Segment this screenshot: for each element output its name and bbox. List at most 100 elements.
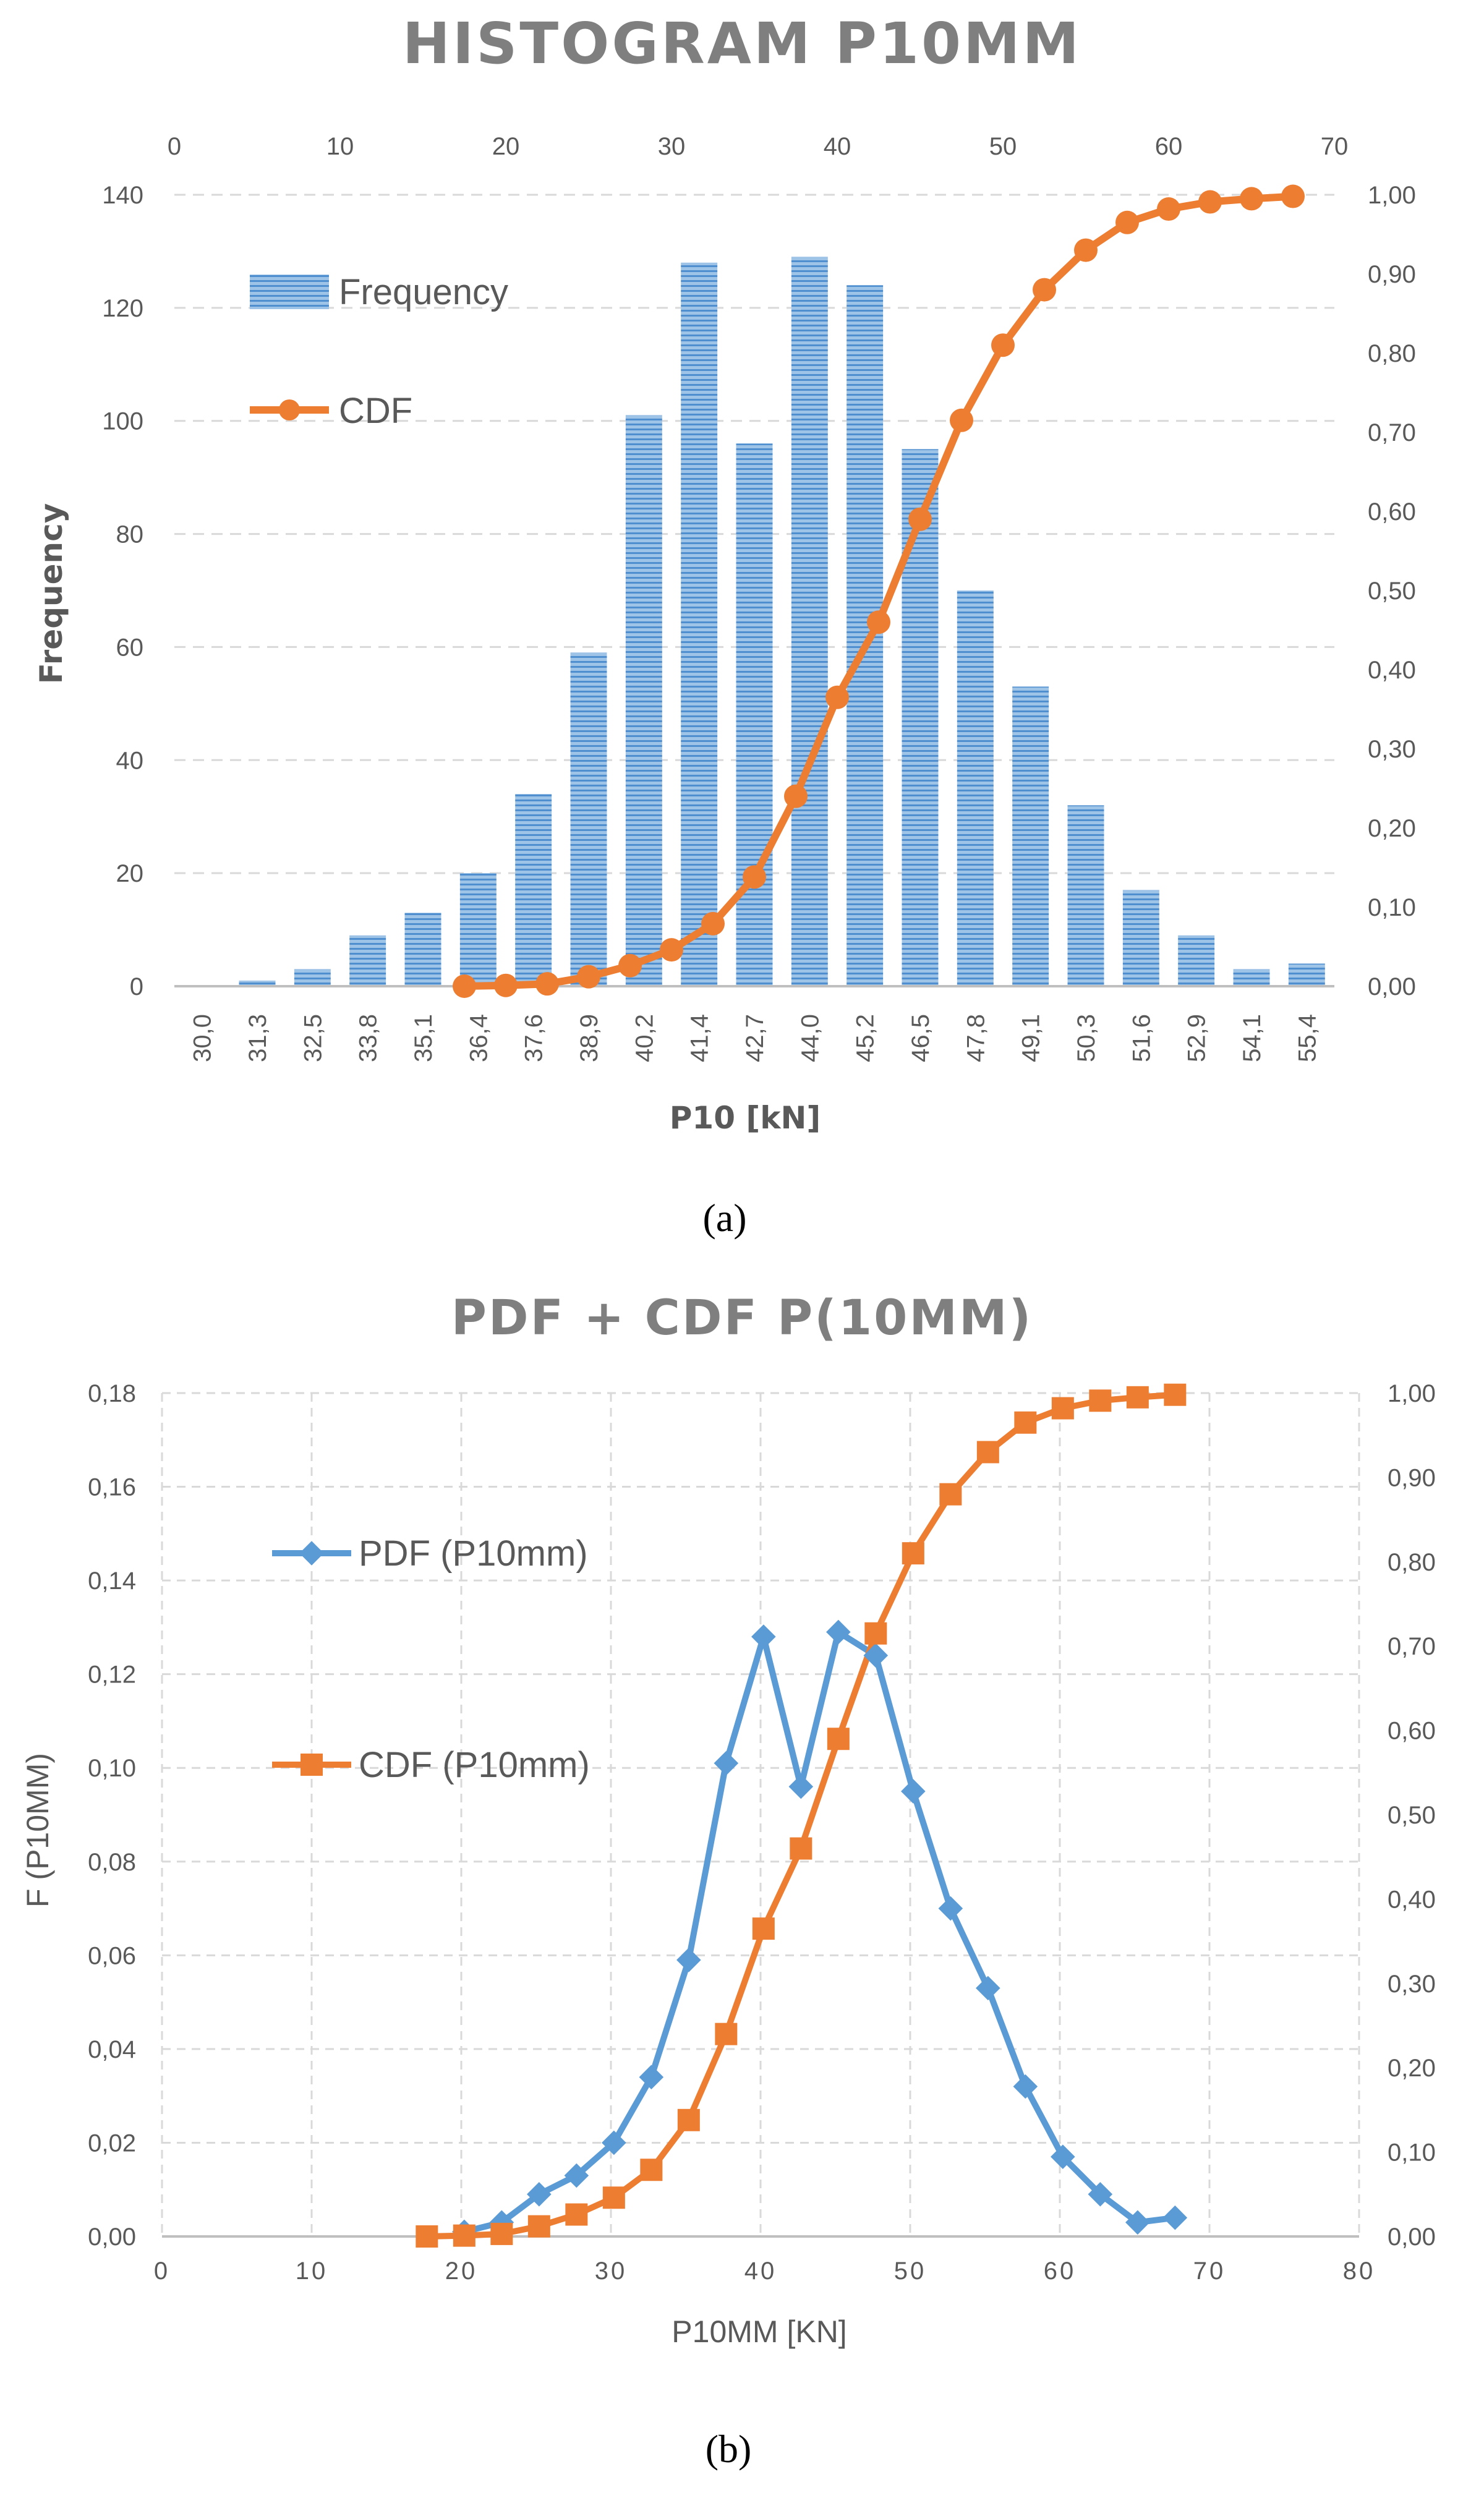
chart-b-title: PDF + CDF P(10MM) [451,1290,1033,1346]
cdf-point [1074,238,1098,262]
cdf-point [701,911,725,936]
cdf-b-point [677,2108,700,2131]
chart-a-category-tick-label: 50,3 [1073,1014,1100,1062]
chart-a-caption: (a) [702,1196,746,1240]
chart-a-y-tick-label: 80 [116,521,144,548]
cdf-point [618,953,642,978]
chart-a-top-x-tick-label: 0 [168,133,181,160]
cdf-b-point [1126,1386,1149,1409]
chart-a-x-axis-label: P10 [kN] [670,1100,821,1136]
pdf-point [788,1774,814,1799]
chart-a-top-x-ticks: 0 10 20 30 40 50 60 70 [168,133,1348,160]
pdf-point [1088,2182,1113,2207]
chart-b-y2-tick-label: 0,00 [1388,2223,1436,2251]
chart-b-x-tick-label: 0 [154,2257,170,2285]
chart-a-category-ticks: 30,0 31,3 32,5 33,8 35,1 36,4 37,6 38,9 40,2 41,4… [189,1014,1321,1062]
chart-a-category-tick-label: 38,9 [576,1014,603,1062]
chart-a-category-tick-label: 44,0 [796,1014,824,1062]
chart-b-y-axis-label: F (P10MM) [20,1753,55,1908]
chart-a-category-tick-label: 46,5 [907,1014,934,1062]
cdf-b-point [527,2215,550,2238]
cdf-point [577,965,600,989]
chart-b-x-tick-label: 20 [445,2257,478,2285]
cdf-b-point [790,1837,812,1860]
chart-b-legend: PDF (P10mm) CDF (P10mm) [272,1533,590,1785]
chart-a-y2-tick-label: 0,90 [1368,261,1416,288]
legend-cdf-label: CDF [339,391,412,431]
chart-b-y-ticks: 0,00 0,02 0,04 0,06 0,08 0,10 0,12 0,14 0,16 0,18 [88,1380,136,2251]
cdf-point [1240,187,1263,211]
chart-a-category-tick-label: 41,4 [686,1014,714,1062]
chart-b-y2-tick-label: 0,70 [1388,1633,1436,1660]
legend-frequency-swatch [250,275,329,309]
legend-pdf-marker [299,1541,324,1566]
chart-a-y-ticks: 0 20 40 60 80 100 120 140 [102,182,143,1000]
cdf-point [535,972,559,996]
chart-b-x-axis-label: P10MM [KN] [672,2314,846,2349]
legend-cdf-b-marker [301,1754,323,1776]
histogram-bar [294,969,331,986]
histogram-bar [902,449,939,986]
chart-a-title: HISTOGRAM P10MM [403,11,1081,77]
pdf-point [901,1779,926,1804]
cdf-point [494,973,518,997]
chart-a-y2-tick-label: 0,00 [1368,973,1416,1000]
chart-a-y2-tick-label: 0,30 [1368,736,1416,763]
chart-a-y2-tick-label: 0,80 [1368,340,1416,367]
chart-a-y2-tick-label: 0,50 [1368,578,1416,605]
chart-a-category-tick-label: 31,3 [244,1014,271,1062]
pdf-point [863,1643,889,1668]
histogram-bar [570,652,607,986]
histogram-bar [791,257,828,987]
cdf-point [660,938,683,962]
pdf-point [602,2130,626,2155]
chart-a-legend: Frequency CDF [250,272,508,431]
cdf-b-point [1051,1397,1074,1420]
chart-a-category-tick-label: 51,6 [1128,1014,1155,1062]
chart-a-top-x-tick-label: 10 [326,133,354,160]
chart-a-y-tick-label: 140 [102,182,143,209]
chart-b-x-tick-label: 80 [1343,2257,1376,2285]
chart-a-y2-tick-label: 0,10 [1368,894,1416,921]
chart-b-x-tick-label: 40 [744,2257,777,2285]
chart-a-y2-tick-label: 0,60 [1368,498,1416,526]
chart-a-top-x-tick-label: 20 [492,133,520,160]
chart-a-y-tick-label: 60 [116,634,144,661]
chart-a-category-tick-label: 40,2 [631,1014,658,1062]
chart-a-y-tick-label: 20 [116,860,144,887]
cdf-point [950,408,973,432]
chart-b-y2-tick-label: 0,10 [1388,2139,1436,2167]
chart-a-y2-tick-label: 0,20 [1368,815,1416,842]
histogram-bar [681,262,718,986]
chart-a-top-x-tick-label: 40 [824,133,851,160]
chart-b-y-tick-label: 0,00 [88,2223,136,2251]
chart-b-y-tick-label: 0,06 [88,1942,136,1969]
pdf-point [527,2182,552,2207]
pdf-point [564,2163,589,2188]
pdf-point [1013,2074,1038,2099]
histogram-bar [846,285,884,987]
chart-a-y2-tick-label: 0,40 [1368,657,1416,684]
cdf-point [784,784,808,808]
chart-a-category-tick-label: 37,6 [521,1014,548,1062]
legend-cdf-marker [279,399,300,420]
chart-a-top-x-tick-label: 50 [989,133,1017,160]
pdf-point [976,1976,1000,2001]
cdf-b-point [827,1728,850,1750]
chart-a-y-tick-label: 0 [130,973,143,1000]
chart-b-gridlines [161,1392,1360,2236]
chart-b-y-tick-label: 0,10 [88,1755,136,1782]
cdf-point [1281,184,1305,208]
chart-b-y-tick-label: 0,14 [88,1567,136,1595]
chart-b-y2-tick-label: 0,30 [1388,1971,1436,1998]
cdf-b-point [1014,1411,1037,1434]
pdf-point [1051,2144,1075,2169]
chart-b-caption: (b) [706,2427,752,2471]
pdf-point [714,1750,739,1776]
chart-b-y2-tick-label: 0,50 [1388,1802,1436,1829]
histogram-bar [736,443,773,986]
cdf-point [1033,278,1056,302]
chart-a-category-tick-label: 52,9 [1183,1014,1211,1062]
chart-b-y-tick-label: 0,02 [88,2129,136,2157]
